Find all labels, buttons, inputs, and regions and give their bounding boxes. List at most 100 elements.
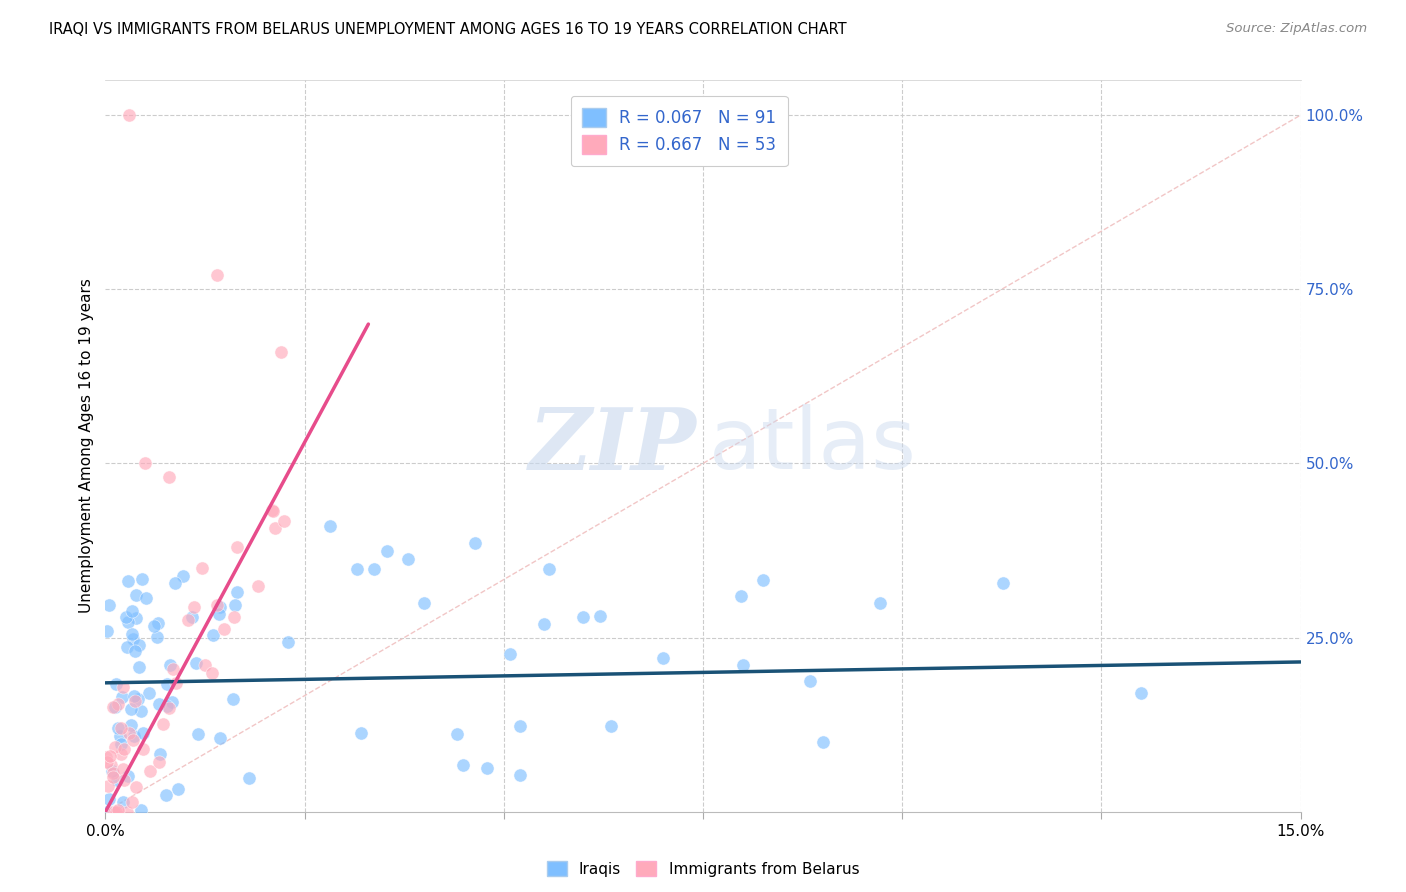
- Point: [101, 764, 124, 779]
- Point: [107, 805, 129, 819]
- Point: [538, 562, 561, 576]
- Point: [181, 609, 204, 624]
- Point: [110, 737, 132, 751]
- Point: [122, 730, 145, 744]
- Point: [127, 692, 149, 706]
- Point: [124, 689, 146, 703]
- Point: [277, 635, 299, 649]
- Point: [104, 700, 127, 714]
- Point: [98, 791, 121, 805]
- Point: [96, 749, 118, 764]
- Point: [110, 747, 132, 761]
- Point: [238, 772, 260, 786]
- Point: [413, 596, 436, 610]
- Point: [148, 615, 170, 630]
- Point: [346, 562, 368, 576]
- Point: [110, 721, 132, 735]
- Point: [118, 108, 141, 122]
- Point: [117, 574, 139, 589]
- Point: [509, 719, 531, 733]
- Point: [129, 803, 152, 817]
- Point: [377, 544, 399, 558]
- Point: [96, 624, 118, 638]
- Point: [205, 268, 228, 283]
- Point: [273, 515, 295, 529]
- Point: [446, 727, 468, 741]
- Point: [129, 704, 152, 718]
- Point: [183, 599, 205, 614]
- Point: [222, 691, 245, 706]
- Point: [200, 665, 222, 680]
- Point: [121, 627, 143, 641]
- Point: [115, 610, 138, 624]
- Point: [319, 518, 342, 533]
- Point: [115, 805, 138, 819]
- Point: [194, 658, 217, 673]
- Point: [811, 735, 834, 749]
- Point: [125, 780, 148, 794]
- Point: [105, 805, 128, 819]
- Point: [165, 575, 187, 590]
- Point: [111, 762, 134, 776]
- Point: [110, 730, 132, 744]
- Point: [120, 702, 142, 716]
- Point: [122, 632, 145, 646]
- Point: [107, 803, 129, 817]
- Point: [135, 591, 157, 606]
- Point: [172, 569, 194, 583]
- Point: [156, 699, 179, 714]
- Point: [166, 782, 188, 797]
- Point: [205, 598, 228, 612]
- Point: [96, 755, 118, 769]
- Point: [350, 726, 373, 740]
- Point: [262, 504, 284, 518]
- Point: [128, 660, 150, 674]
- Point: [101, 805, 124, 819]
- Point: [363, 562, 385, 576]
- Point: [730, 589, 752, 603]
- Point: [112, 742, 135, 756]
- Point: [752, 574, 775, 588]
- Point: [142, 619, 165, 633]
- Point: [125, 588, 148, 602]
- Point: [246, 579, 269, 593]
- Point: [112, 795, 135, 809]
- Point: [105, 772, 128, 787]
- Point: [475, 761, 498, 775]
- Point: [731, 658, 754, 673]
- Point: [464, 535, 486, 549]
- Point: [124, 644, 146, 658]
- Point: [120, 717, 142, 731]
- Point: [186, 656, 208, 670]
- Point: [226, 584, 249, 599]
- Point: [260, 503, 283, 517]
- Point: [103, 766, 125, 780]
- Point: [128, 638, 150, 652]
- Point: [157, 470, 180, 484]
- Point: [396, 552, 419, 566]
- Point: [117, 615, 139, 629]
- Y-axis label: Unemployment Among Ages 16 to 19 years: Unemployment Among Ages 16 to 19 years: [79, 278, 94, 614]
- Point: [139, 764, 162, 779]
- Point: [572, 609, 595, 624]
- Point: [155, 788, 177, 802]
- Point: [600, 719, 623, 733]
- Point: [176, 613, 198, 627]
- Point: [201, 628, 224, 642]
- Point: [224, 599, 246, 613]
- Point: [799, 674, 821, 689]
- Point: [589, 608, 612, 623]
- Point: [112, 680, 135, 694]
- Point: [131, 572, 153, 586]
- Text: ZIP: ZIP: [529, 404, 697, 488]
- Point: [104, 740, 127, 755]
- Point: [652, 651, 675, 665]
- Point: [107, 697, 129, 711]
- Point: [869, 596, 891, 610]
- Point: [121, 605, 143, 619]
- Point: [132, 725, 155, 739]
- Point: [105, 677, 128, 691]
- Point: [103, 700, 125, 714]
- Legend: R = 0.067   N = 91, R = 0.667   N = 53: R = 0.067 N = 91, R = 0.667 N = 53: [571, 96, 787, 166]
- Point: [190, 561, 212, 575]
